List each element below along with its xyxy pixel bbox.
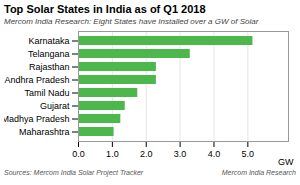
svg-text:Andhra Pradesh: Andhra Pradesh [4, 75, 69, 85]
svg-text:Rajasthan: Rajasthan [29, 62, 70, 72]
svg-text:Karnataka: Karnataka [28, 36, 69, 46]
html-text:Mercom India Research: Eight S: Mercom India Research: Eight States have… [4, 17, 259, 26]
svg-text:Madhya Pradesh: Madhya Pradesh [4, 114, 70, 124]
svg-text:Tamil Nadu: Tamil Nadu [24, 88, 69, 98]
svg-text:GW: GW [278, 157, 294, 167]
html-text:Mercom India Research: Mercom India Research [221, 169, 296, 176]
svg-text:5.0: 5.0 [242, 149, 255, 159]
svg-text:0.0: 0.0 [72, 149, 85, 159]
html-text:Top Solar States in India as o: Top Solar States in India as of Q1 2018 [4, 3, 206, 15]
html-text:Sources: Mercom India Solar Pr: Sources: Mercom India Solar Project Trac… [4, 169, 144, 176]
svg-text:2.0: 2.0 [140, 149, 153, 159]
svg-text:Maharashtra: Maharashtra [19, 127, 70, 137]
svg-text:Telangana: Telangana [28, 49, 70, 59]
svg-text:3.0: 3.0 [174, 149, 187, 159]
svg-text:1.0: 1.0 [106, 149, 119, 159]
svg-text:Gujarat: Gujarat [40, 101, 70, 111]
svg-text:4.0: 4.0 [208, 149, 221, 159]
